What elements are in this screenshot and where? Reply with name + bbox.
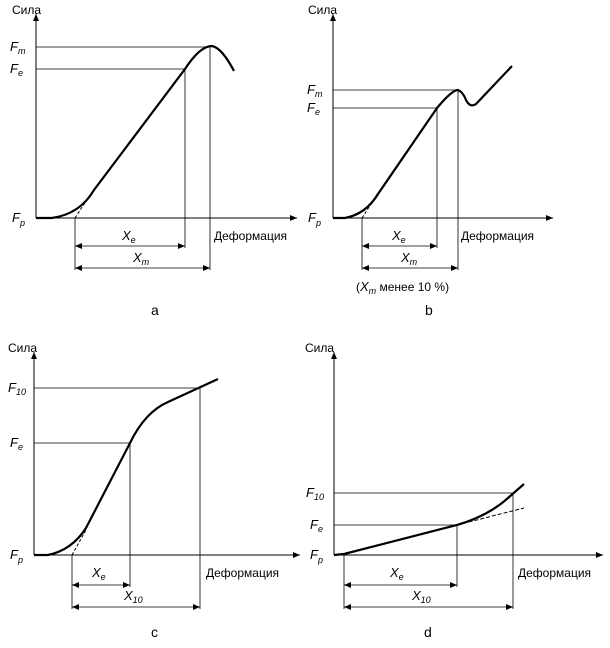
x-axis-label: Деформация — [214, 229, 287, 243]
caption-c: c — [151, 624, 158, 640]
xm-label: Xm — [132, 250, 150, 267]
fm-label: Fm — [307, 82, 323, 99]
caption-d: d — [424, 624, 432, 640]
xe-label: Xe — [391, 228, 406, 245]
xm-label: Xm — [400, 250, 418, 267]
f10-label: F10 — [306, 485, 324, 502]
xm-note: (Xm менее 10 %) — [356, 279, 449, 296]
y-axis-label: Сила — [305, 341, 334, 355]
caption-a: a — [151, 302, 159, 318]
x-axis-label: Деформация — [461, 229, 534, 243]
x-axis-label: Деформация — [518, 566, 591, 580]
xe-label: Xe — [121, 228, 136, 245]
load-curve — [333, 483, 525, 557]
xe-label: Xe — [91, 565, 106, 582]
panel-a: Сила Деформация Fm Fe Fp Xe Xm a — [10, 3, 297, 318]
fp-label: Fp — [10, 547, 23, 565]
load-curve — [36, 44, 235, 220]
x-axis-label: Деформация — [206, 566, 279, 580]
x10-label: X10 — [411, 588, 431, 605]
load-curve — [34, 378, 219, 557]
fe-label: Fe — [10, 61, 23, 78]
panel-d: Сила Деформация F10 Fe Fp Xe X10 d — [305, 341, 603, 640]
fe-label: Fe — [310, 517, 323, 534]
y-axis-label: Сила — [12, 3, 41, 17]
fe-label: Fe — [10, 435, 23, 452]
fm-label: Fm — [10, 39, 26, 56]
y-axis-label: Сила — [8, 341, 37, 355]
dashed-extension — [456, 507, 525, 526]
fp-label: Fp — [12, 210, 25, 228]
fp-label: Fp — [310, 547, 323, 565]
xe-label: Xe — [389, 565, 404, 582]
f10-label: F10 — [8, 380, 26, 397]
fe-label: Fe — [307, 100, 320, 117]
x10-label: X10 — [123, 588, 143, 605]
panel-b: Сила Деформация Fm Fe Fp Xe Xm (Xm менее… — [307, 3, 553, 318]
fp-label: Fp — [308, 210, 321, 228]
y-axis-label: Сила — [308, 3, 337, 17]
caption-b: b — [425, 302, 433, 318]
panel-c: Сила Деформация F10 Fe Fp Xe X10 c — [8, 341, 300, 640]
load-curve — [333, 65, 513, 220]
